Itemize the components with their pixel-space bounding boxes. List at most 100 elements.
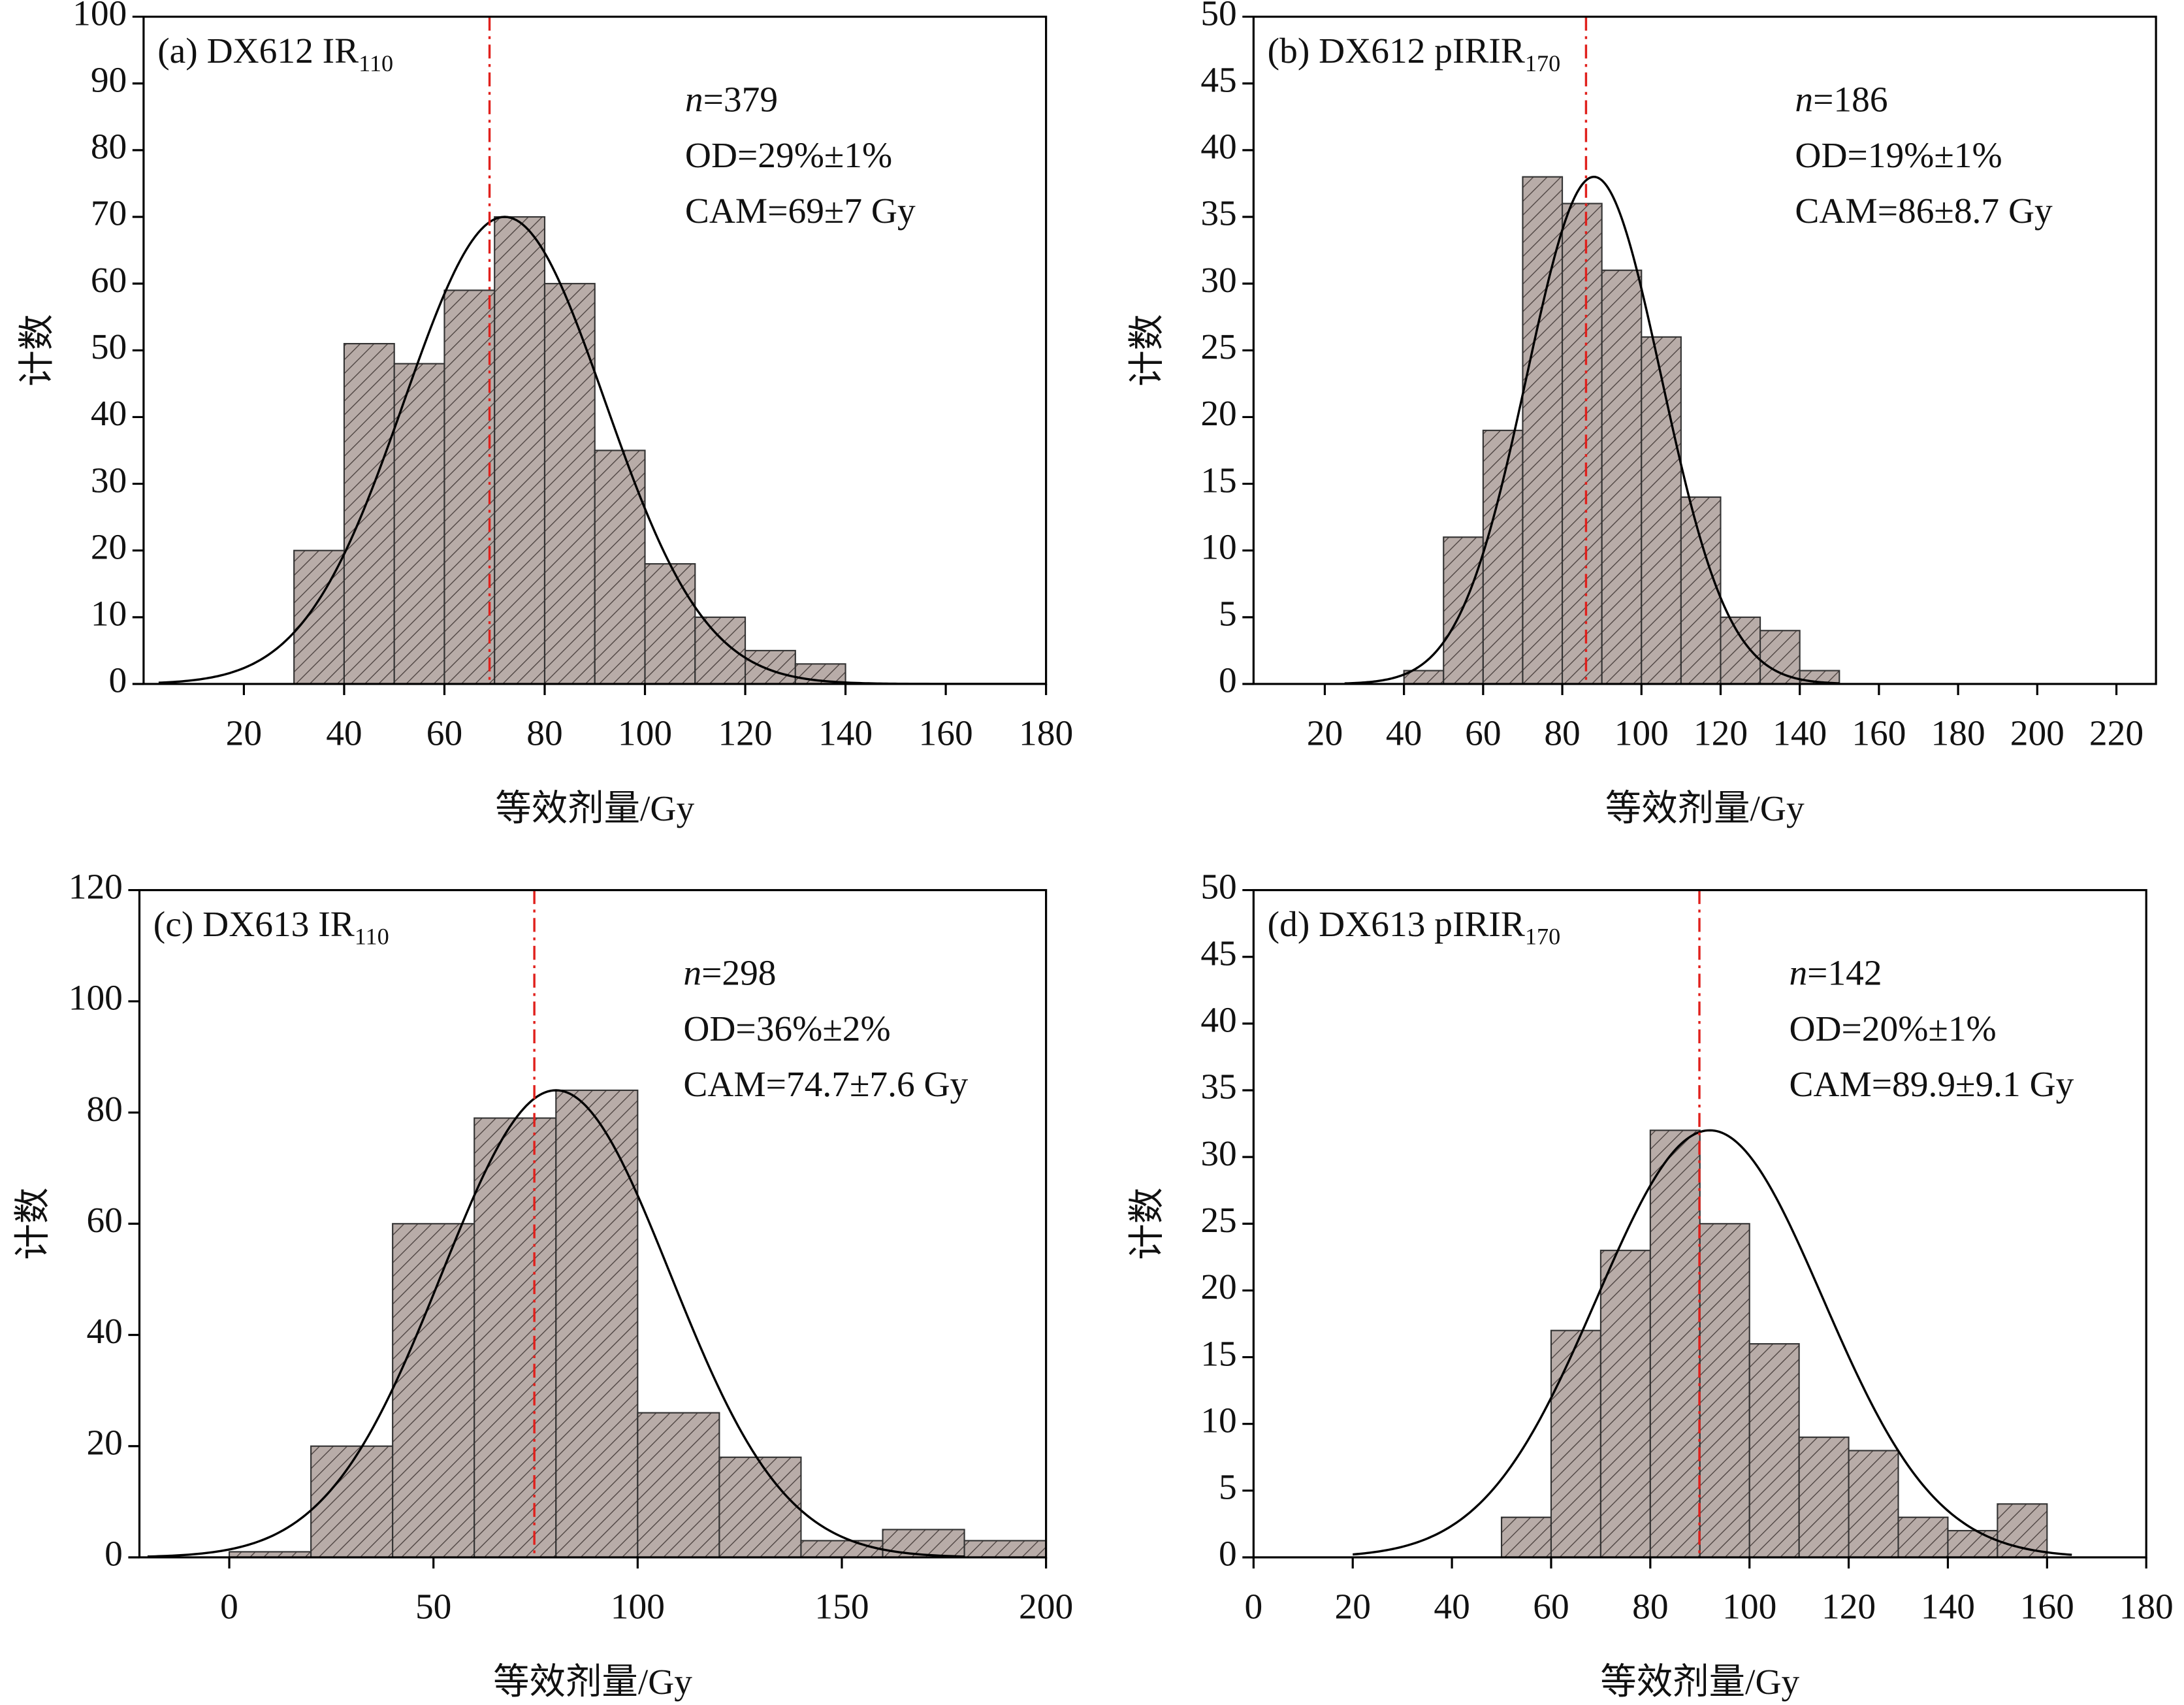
y-tick-label: 5 [1219,594,1237,634]
y-tick-label: 50 [1200,0,1236,33]
x-axis-label: 等效剂量/Gy [1600,1662,1799,1702]
x-tick-label: 140 [1773,713,1827,753]
x-tick-label: 60 [426,713,462,753]
y-tick-label: 90 [91,59,127,99]
stat-n: n=298 [683,953,776,993]
y-tick-label: 120 [69,866,123,906]
panel-label: (a) DX612 IR110 [157,31,393,76]
x-tick-label: 80 [1544,713,1580,753]
n-symbol: n [683,953,701,993]
y-tick-label: 0 [1219,660,1237,700]
stat-n: n=186 [1795,80,1887,120]
stat-od: OD=20%±1% [1789,1009,1996,1048]
y-tick-label: 10 [1200,1400,1236,1440]
y-tick-label: 10 [91,594,127,634]
bar [494,216,546,685]
n-symbol: n [1789,953,1807,993]
x-tick-label: 100 [618,713,672,753]
bar [474,1117,557,1559]
x-tick-label: 200 [2010,713,2064,753]
bar [1897,1516,1949,1559]
y-tick-label: 20 [91,527,127,566]
x-tick-label: 150 [814,1587,869,1627]
x-tick-label: 60 [1465,713,1501,753]
fit-curve [147,1089,965,1557]
x-tick-label: 80 [526,713,562,753]
bar [1500,1516,1552,1559]
bar [1649,1129,1701,1559]
y-tick-label: 20 [1200,393,1236,433]
x-tick-label: 160 [919,713,973,753]
y-tick-label: 60 [91,260,127,300]
x-tick-label: 140 [1921,1587,1975,1627]
y-tick-label: 25 [1200,327,1236,366]
y-tick-label: 40 [1200,1000,1236,1040]
y-axis-label: 计数 [17,314,57,387]
stat-cam: CAM=69±7 Gy [685,191,916,231]
y-axis-label: 计数 [1127,1188,1166,1260]
y-tick-label: 40 [1200,127,1236,167]
bar [543,283,596,685]
x-axis-label: 等效剂量/Gy [1605,788,1805,828]
y-tick-label: 40 [86,1311,122,1351]
y-tick-label: 30 [91,460,127,500]
bar [1798,1437,1850,1559]
bar [694,616,747,685]
y-tick-label: 30 [1200,1133,1236,1173]
stat-od: OD=36%±2% [683,1009,890,1048]
bar [1482,429,1524,685]
x-tick-label: 100 [1722,1587,1776,1627]
bar [1599,1250,1651,1559]
stat-cam: CAM=86±8.7 Gy [1795,191,2053,231]
bar [882,1529,965,1559]
x-tick-label: 60 [1533,1587,1569,1627]
bar [718,1456,802,1559]
stat-cam: CAM=74.7±7.6 Gy [683,1064,968,1104]
y-tick-label: 0 [104,1534,123,1574]
x-tick-label: 80 [1632,1587,1668,1627]
stat-cam: CAM=89.9±9.1 Gy [1789,1064,2074,1104]
x-tick-label: 220 [2089,713,2144,753]
x-tick-label: 120 [1822,1587,1876,1627]
stat-od: OD=19%±1% [1795,135,2002,175]
x-tick-label: 100 [611,1587,665,1627]
n-value: =142 [1807,953,1882,993]
stat-n: n=379 [685,80,778,120]
y-tick-label: 100 [69,978,123,1018]
panel-label: (c) DX613 IR110 [153,904,389,950]
y-tick-label: 35 [1200,193,1236,233]
x-tick-label: 20 [226,713,262,753]
panel-label: (d) DX613 pIRIR170 [1268,904,1561,950]
y-tick-label: 15 [1200,1333,1236,1373]
bar [594,449,646,685]
panel-label-text: (c) DX613 IR [153,904,355,944]
panel-label: (b) DX612 pIRIR170 [1268,31,1561,76]
y-tick-label: 50 [91,327,127,366]
x-tick-label: 120 [718,713,772,753]
panel-label-sub: 170 [1525,50,1560,76]
x-axis-label: 等效剂量/Gy [493,1662,692,1702]
x-tick-label: 200 [1019,1587,1073,1627]
bar [392,1223,475,1559]
y-tick-label: 40 [91,393,127,433]
panel-label-sub: 170 [1525,924,1560,950]
bar [637,1412,720,1559]
x-tick-label: 40 [326,713,362,753]
y-axis-label: 计数 [1127,314,1166,387]
y-tick-label: 60 [86,1200,122,1240]
y-tick-label: 0 [1219,1534,1237,1574]
bar [1699,1223,1750,1559]
x-axis-label: 等效剂量/Gy [495,788,694,828]
n-value: =186 [1813,80,1887,120]
bar [1748,1343,1800,1559]
bar [1680,496,1722,685]
y-tick-label: 5 [1219,1467,1237,1507]
y-tick-label: 45 [1200,933,1236,973]
x-tick-label: 120 [1694,713,1748,753]
bar [1947,1530,1999,1559]
y-tick-label: 20 [86,1422,122,1462]
bar [343,343,395,685]
bar [1561,203,1603,685]
